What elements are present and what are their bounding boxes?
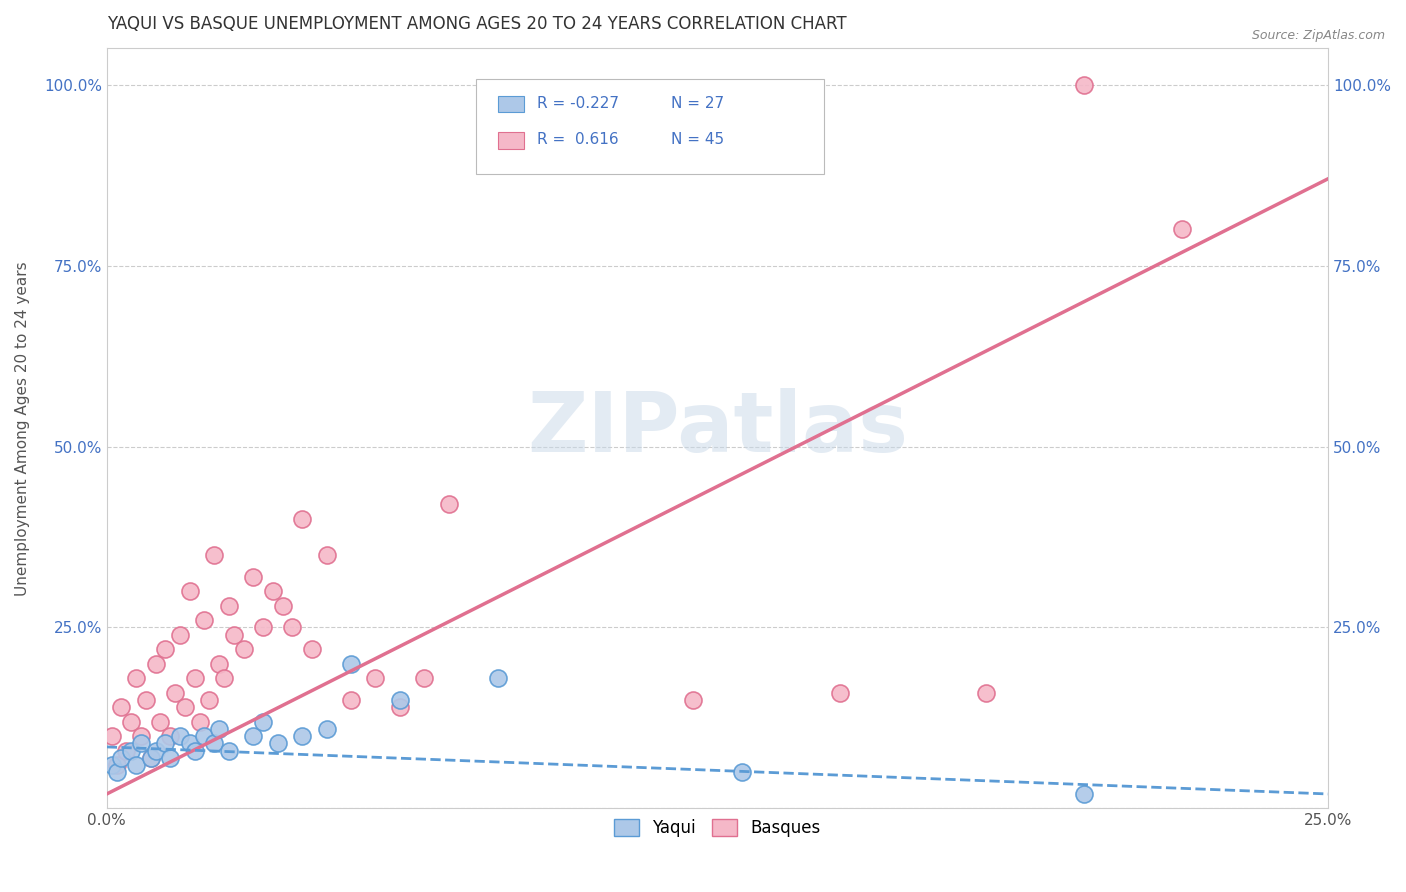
Point: [100, 729, 122, 743]
Point: [486, 671, 509, 685]
Text: N = 45: N = 45: [671, 132, 724, 147]
Point: [125, 758, 148, 772]
Point: [145, 657, 167, 671]
Y-axis label: Unemployment Among Ages 20 to 24 years: Unemployment Among Ages 20 to 24 years: [15, 261, 30, 596]
Text: R =  0.616: R = 0.616: [537, 132, 619, 147]
Legend: Yaqui, Basques: Yaqui, Basques: [606, 811, 830, 846]
Point: [340, 657, 363, 671]
Point: [159, 729, 181, 743]
Point: [110, 700, 132, 714]
Point: [149, 714, 172, 729]
Point: [155, 642, 177, 657]
Point: [301, 642, 323, 657]
Text: ZIPatlas: ZIPatlas: [527, 388, 908, 469]
Point: [315, 722, 337, 736]
Point: [212, 671, 235, 685]
Point: [202, 548, 225, 562]
Point: [731, 765, 754, 780]
Point: [262, 584, 284, 599]
Point: [188, 714, 211, 729]
Point: [267, 736, 290, 750]
Point: [105, 765, 128, 780]
Text: R = -0.227: R = -0.227: [537, 95, 619, 111]
Point: [682, 693, 704, 707]
Point: [271, 599, 294, 613]
Point: [232, 642, 254, 657]
Point: [129, 736, 152, 750]
Point: [252, 620, 274, 634]
Point: [198, 693, 221, 707]
Point: [120, 714, 142, 729]
Point: [183, 743, 205, 757]
Point: [100, 758, 122, 772]
Text: N = 27: N = 27: [671, 95, 724, 111]
Point: [110, 751, 132, 765]
Point: [828, 685, 851, 699]
Point: [105, 758, 128, 772]
Point: [291, 512, 314, 526]
Point: [139, 751, 162, 765]
FancyBboxPatch shape: [498, 132, 524, 149]
Point: [174, 700, 197, 714]
Point: [437, 498, 460, 512]
Point: [145, 743, 167, 757]
Point: [135, 693, 157, 707]
Point: [340, 693, 363, 707]
Point: [139, 751, 162, 765]
Point: [155, 736, 177, 750]
Point: [115, 743, 138, 757]
Point: [169, 729, 191, 743]
Point: [129, 729, 152, 743]
Point: [1073, 787, 1095, 801]
Point: [125, 671, 148, 685]
FancyBboxPatch shape: [475, 78, 824, 174]
Text: YAQUI VS BASQUE UNEMPLOYMENT AMONG AGES 20 TO 24 YEARS CORRELATION CHART: YAQUI VS BASQUE UNEMPLOYMENT AMONG AGES …: [107, 15, 846, 33]
Text: Source: ZipAtlas.com: Source: ZipAtlas.com: [1251, 29, 1385, 42]
Point: [179, 736, 201, 750]
Point: [183, 671, 205, 685]
Point: [388, 693, 411, 707]
Point: [208, 657, 231, 671]
Point: [364, 671, 387, 685]
Point: [242, 729, 264, 743]
Point: [1170, 222, 1192, 236]
Point: [208, 722, 231, 736]
Point: [120, 743, 142, 757]
Point: [159, 751, 181, 765]
Point: [291, 729, 314, 743]
Point: [193, 613, 215, 627]
Point: [179, 584, 201, 599]
Point: [315, 548, 337, 562]
Point: [252, 714, 274, 729]
Point: [974, 685, 997, 699]
Point: [218, 743, 240, 757]
Point: [281, 620, 304, 634]
Point: [202, 736, 225, 750]
Point: [193, 729, 215, 743]
Point: [222, 628, 245, 642]
Point: [388, 700, 411, 714]
FancyBboxPatch shape: [498, 95, 524, 112]
Point: [169, 628, 191, 642]
Point: [1073, 78, 1095, 92]
Point: [218, 599, 240, 613]
Point: [413, 671, 436, 685]
Point: [165, 685, 187, 699]
Point: [242, 570, 264, 584]
